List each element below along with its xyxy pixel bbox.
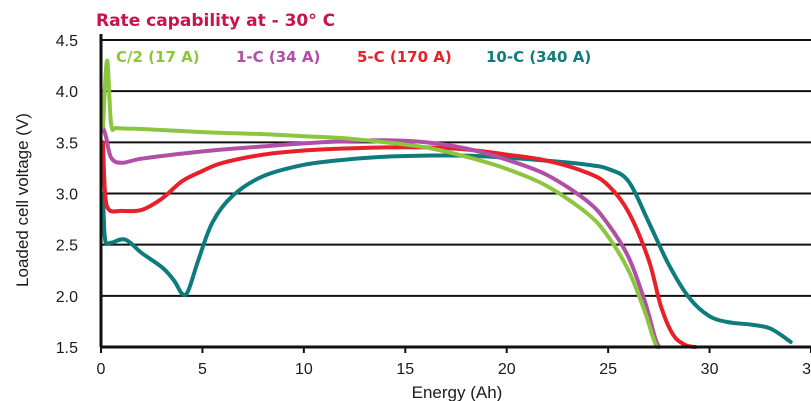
legend-entry: 10-C (340 A) — [486, 48, 591, 66]
x-tick-label: 30 — [701, 361, 719, 378]
y-tick-label: 3.5 — [56, 135, 78, 152]
gridlines — [101, 39, 811, 348]
series-line-2 — [101, 125, 661, 349]
legend-entry: 5-C (170 A) — [357, 48, 452, 66]
y-tick-label: 2.5 — [56, 238, 78, 255]
y-tick-label: 4.5 — [56, 33, 78, 50]
series-line-4 — [101, 153, 793, 344]
x-tick-label: 10 — [295, 361, 313, 378]
legend: C/2 (17 A) 1-C (34 A) 5-C (170 A) 10-C (340… — [116, 48, 591, 66]
y-tick-label: 3.0 — [56, 187, 78, 204]
x-axis-label: Energy (Ah) — [412, 383, 503, 401]
series-line-1 — [101, 58, 659, 349]
y-tick-label: 4.0 — [56, 84, 78, 101]
y-tick-label: 1.5 — [56, 340, 78, 357]
y-tick-label: 2.0 — [56, 289, 78, 306]
x-tick-label: 20 — [498, 361, 516, 378]
x-tick-label: 15 — [396, 361, 414, 378]
x-tick-label: 5 — [198, 361, 207, 378]
x-tick-labels: 0 5 10 15 20 25 30 35 — [97, 347, 811, 378]
x-tick-label: 25 — [599, 361, 617, 378]
axes — [99, 34, 811, 349]
series-lines — [101, 58, 793, 349]
y-axis-label: Loaded cell voltage (V) — [13, 113, 32, 287]
y-tick-labels: 4.5 4.0 3.5 3.0 2.5 2.0 1.5 — [56, 33, 78, 357]
chart-title: Rate capability at - 30° C — [96, 11, 335, 31]
legend-entry: C/2 (17 A) — [116, 48, 200, 66]
series-line-3 — [101, 140, 698, 349]
legend-entry: 1-C (34 A) — [236, 48, 320, 66]
x-tick-label: 35 — [802, 361, 811, 378]
x-tick-label: 0 — [97, 361, 106, 378]
